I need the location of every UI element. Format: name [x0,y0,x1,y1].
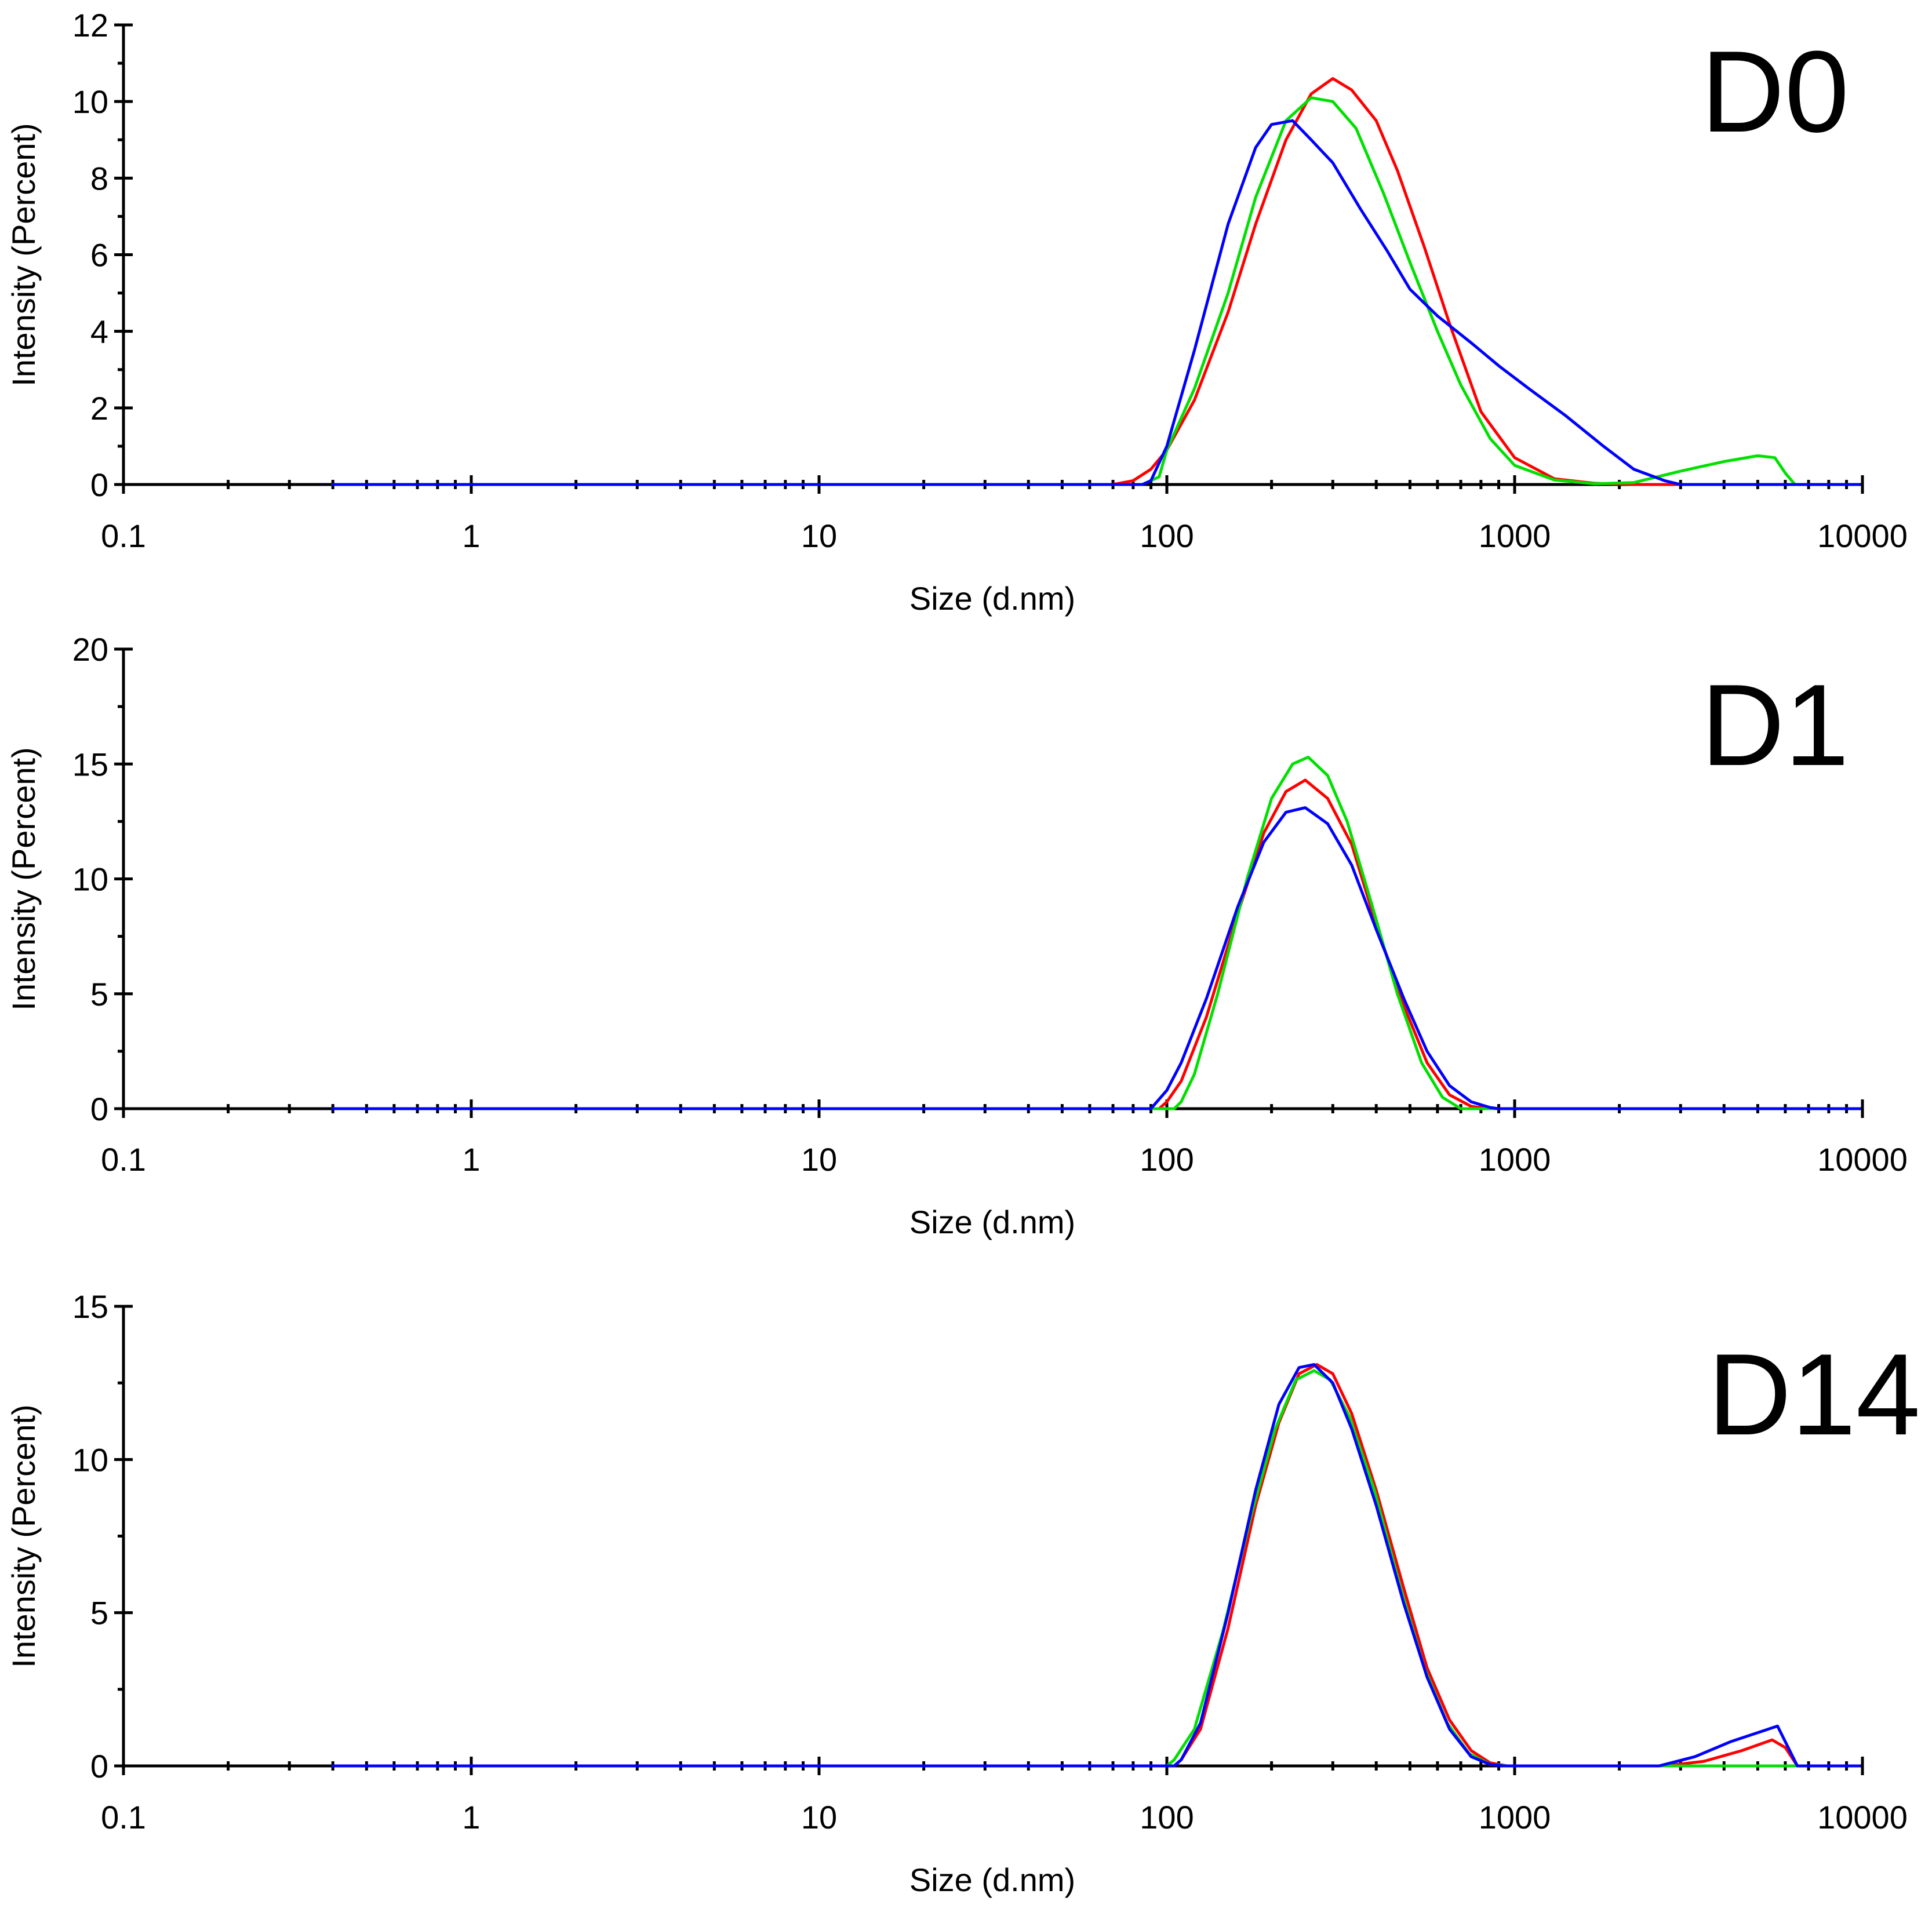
series-line-2 [331,1369,1861,1768]
panel-label: D14 [1708,1330,1920,1459]
x-tick-label: 1000 [1479,1141,1551,1178]
x-tick-label: 1000 [1479,1799,1551,1835]
y-tick-label: 5 [90,976,108,1012]
x-tick-label: 10 [801,1141,837,1178]
x-tick-label: 100 [1140,1799,1194,1835]
series-line-2 [331,96,1861,486]
y-tick-label: 10 [72,83,108,120]
chart-panel-d0: 0 2 4 6 8 10 12 0.1 1 10 100 1000 10000 Size (d.nm) In… [5,7,1908,617]
x-tick-label: 10000 [1817,1141,1908,1178]
x-tick-label: 100 [1140,518,1194,554]
x-tick-label: 10 [801,1799,837,1835]
series-line-1 [331,77,1682,486]
x-axis-title: Size (d.nm) [909,1862,1075,1898]
y-axis-title: Intensity (Percent) [5,1404,42,1667]
x-tick-label: 0.1 [101,1799,146,1835]
y-axis-title: Intensity (Percent) [5,123,42,386]
y-axis-title: Intensity (Percent) [5,747,42,1010]
y-tick-label: 0 [90,1091,108,1127]
series-line-3 [331,1363,1861,1768]
chart-panel-d1: 0 5 10 15 20 0.1 1 10 100 1000 10000 Size (d.nm) Int… [5,631,1908,1240]
y-tick-label: 8 [90,160,108,196]
y-tick-label: 5 [90,1595,108,1631]
series-line-1 [331,1363,1861,1768]
series-line-3 [331,119,1861,486]
x-tick-label: 0.1 [101,1141,146,1178]
series-line-3 [331,806,1861,1110]
series-line-1 [331,778,1861,1110]
chart-panel-d14: 0 5 10 15 0.1 1 10 100 1000 10000 Size (d.nm) Inten… [5,1288,1920,1898]
x-tick-label: 10000 [1817,518,1908,554]
y-tick-label: 4 [90,314,108,350]
panel-label: D1 [1701,661,1849,790]
y-tick-label: 0 [90,1748,108,1784]
x-tick-label: 1 [462,518,480,554]
x-tick-label: 1000 [1479,518,1551,554]
series-line-2 [331,755,1861,1110]
y-tick-label: 15 [72,1288,108,1325]
y-tick-label: 2 [90,390,108,427]
y-tick-label: 6 [90,237,108,274]
y-tick-label: 15 [72,746,108,782]
y-tick-label: 0 [90,467,108,503]
x-axis-title: Size (d.nm) [909,580,1075,617]
x-tick-label: 1 [462,1141,480,1178]
y-tick-label: 10 [72,861,108,898]
y-tick-label: 20 [72,631,108,668]
x-tick-label: 10 [801,518,837,554]
x-axis-title: Size (d.nm) [909,1204,1075,1240]
y-tick-label: 10 [72,1441,108,1478]
panel-label: D0 [1701,27,1849,156]
x-tick-label: 100 [1140,1141,1194,1178]
x-tick-label: 10000 [1817,1799,1908,1835]
y-tick-label: 12 [72,7,108,43]
x-tick-label: 1 [462,1799,480,1835]
x-tick-label: 0.1 [101,518,146,554]
